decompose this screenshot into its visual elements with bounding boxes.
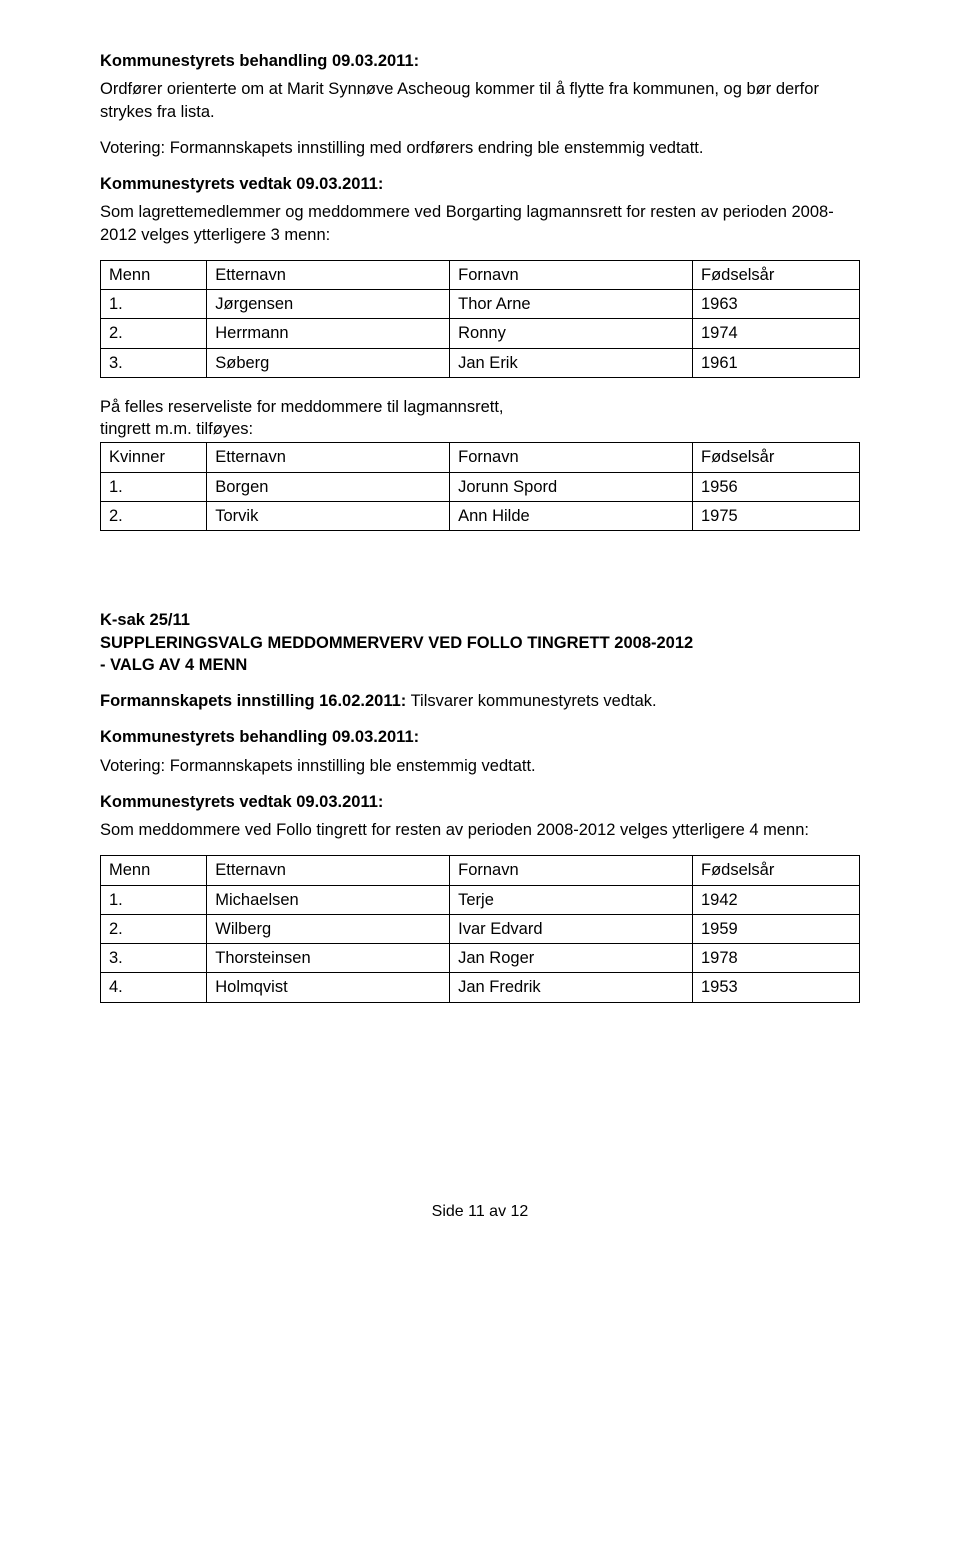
col-header: Fødselsår <box>693 260 860 289</box>
table-menn-lagmannsrett: Menn Etternavn Fornavn Fødselsår 1. Jørg… <box>100 260 860 378</box>
col-header: Fødselsår <box>693 443 860 472</box>
innstilling-line: Formannskapets innstilling 16.02.2011: T… <box>100 690 860 712</box>
cell-last: Borgen <box>207 472 450 501</box>
cell-first: Terje <box>450 885 693 914</box>
cell-num: 1. <box>101 885 207 914</box>
col-header: Fødselsår <box>693 856 860 885</box>
table-row: 2. Torvik Ann Hilde 1975 <box>101 501 860 530</box>
table-kvinner-reserve: Kvinner Etternavn Fornavn Fødselsår 1. B… <box>100 442 860 531</box>
cell-year: 1974 <box>693 319 860 348</box>
cell-last: Holmqvist <box>207 973 450 1002</box>
behandling-votering: Votering: Formannskapets innstilling med… <box>100 137 860 159</box>
cell-first: Jan Fredrik <box>450 973 693 1002</box>
table-row: 3. Thorsteinsen Jan Roger 1978 <box>101 944 860 973</box>
table-header-row: Kvinner Etternavn Fornavn Fødselsår <box>101 443 860 472</box>
cell-last: Thorsteinsen <box>207 944 450 973</box>
cell-last: Torvik <box>207 501 450 530</box>
table-row: 2. Wilberg Ivar Edvard 1959 <box>101 914 860 943</box>
cell-num: 2. <box>101 914 207 943</box>
cell-year: 1953 <box>693 973 860 1002</box>
table-row: 1. Jørgensen Thor Arne 1963 <box>101 290 860 319</box>
cell-first: Thor Arne <box>450 290 693 319</box>
cell-num: 2. <box>101 319 207 348</box>
ksak-title-line2: - VALG AV 4 MENN <box>100 654 860 676</box>
cell-num: 4. <box>101 973 207 1002</box>
col-header: Fornavn <box>450 260 693 289</box>
behandling-heading: Kommunestyrets behandling 09.03.2011: <box>100 50 860 72</box>
innstilling-label: Formannskapets innstilling 16.02.2011: <box>100 692 406 710</box>
col-header: Etternavn <box>207 856 450 885</box>
cell-first: Jorunn Spord <box>450 472 693 501</box>
cell-first: Ronny <box>450 319 693 348</box>
vedtak2-body: Som meddommere ved Follo tingrett for re… <box>100 819 860 841</box>
cell-num: 1. <box>101 290 207 319</box>
cell-year: 1959 <box>693 914 860 943</box>
table-row: 2. Herrmann Ronny 1974 <box>101 319 860 348</box>
cell-year: 1961 <box>693 348 860 377</box>
col-header: Etternavn <box>207 443 450 472</box>
reserve-line1: På felles reserveliste for meddommere ti… <box>100 396 860 418</box>
behandling-intro: Ordfører orienterte om at Marit Synnøve … <box>100 78 860 123</box>
table-row: 4. Holmqvist Jan Fredrik 1953 <box>101 973 860 1002</box>
table-header-row: Menn Etternavn Fornavn Fødselsår <box>101 260 860 289</box>
col-header: Menn <box>101 856 207 885</box>
page-footer: Side 11 av 12 <box>100 1021 860 1223</box>
cell-year: 1978 <box>693 944 860 973</box>
col-header: Etternavn <box>207 260 450 289</box>
cell-first: Jan Erik <box>450 348 693 377</box>
ksak-title-line1: SUPPLERINGSVALG MEDDOMMERVERV VED FOLLO … <box>100 632 860 654</box>
table-row: 1. Borgen Jorunn Spord 1956 <box>101 472 860 501</box>
cell-year: 1963 <box>693 290 860 319</box>
cell-num: 1. <box>101 472 207 501</box>
vedtak2-heading: Kommunestyrets vedtak 09.03.2011: <box>100 791 860 813</box>
ksak-number: K-sak 25/11 <box>100 609 860 631</box>
cell-last: Herrmann <box>207 319 450 348</box>
cell-last: Søberg <box>207 348 450 377</box>
behandling2-body: Votering: Formannskapets innstilling ble… <box>100 755 860 777</box>
col-header: Kvinner <box>101 443 207 472</box>
col-header: Fornavn <box>450 443 693 472</box>
cell-year: 1956 <box>693 472 860 501</box>
cell-num: 3. <box>101 944 207 973</box>
col-header: Menn <box>101 260 207 289</box>
col-header: Fornavn <box>450 856 693 885</box>
behandling2-heading: Kommunestyrets behandling 09.03.2011: <box>100 726 860 748</box>
innstilling-text: Tilsvarer kommunestyrets vedtak. <box>406 692 656 710</box>
table-menn-tingrett: Menn Etternavn Fornavn Fødselsår 1. Mich… <box>100 855 860 1002</box>
cell-last: Michaelsen <box>207 885 450 914</box>
reserve-line2: tingrett m.m. tilføyes: <box>100 418 860 440</box>
cell-first: Ivar Edvard <box>450 914 693 943</box>
cell-first: Ann Hilde <box>450 501 693 530</box>
cell-year: 1942 <box>693 885 860 914</box>
table-header-row: Menn Etternavn Fornavn Fødselsår <box>101 856 860 885</box>
table-row: 1. Michaelsen Terje 1942 <box>101 885 860 914</box>
vedtak1-body: Som lagrettemedlemmer og meddommere ved … <box>100 201 860 246</box>
cell-last: Wilberg <box>207 914 450 943</box>
cell-last: Jørgensen <box>207 290 450 319</box>
cell-first: Jan Roger <box>450 944 693 973</box>
cell-num: 3. <box>101 348 207 377</box>
vedtak1-heading: Kommunestyrets vedtak 09.03.2011: <box>100 173 860 195</box>
table-row: 3. Søberg Jan Erik 1961 <box>101 348 860 377</box>
cell-year: 1975 <box>693 501 860 530</box>
cell-num: 2. <box>101 501 207 530</box>
